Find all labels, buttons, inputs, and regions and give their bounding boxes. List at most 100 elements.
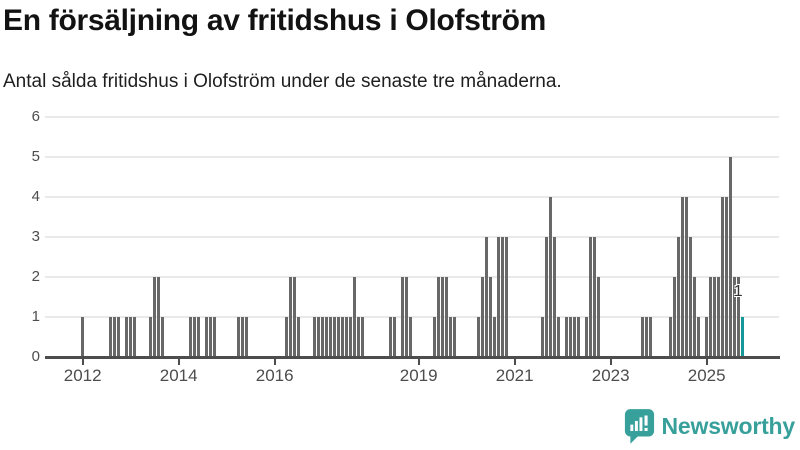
bar xyxy=(313,317,316,357)
bar xyxy=(505,237,508,357)
x-tick-mark xyxy=(705,357,708,365)
bar xyxy=(577,317,580,357)
bar xyxy=(449,317,452,357)
bar xyxy=(237,317,240,357)
bar xyxy=(117,317,120,357)
newsworthy-wordmark: Newsworthy xyxy=(661,412,796,439)
bar xyxy=(553,237,556,357)
bar xyxy=(641,317,644,357)
bar xyxy=(317,317,320,357)
x-tick-mark xyxy=(177,357,180,365)
bar xyxy=(445,277,448,357)
bar xyxy=(197,317,200,357)
bar xyxy=(81,317,84,357)
bar xyxy=(437,277,440,357)
x-tick-mark xyxy=(273,357,276,365)
bar xyxy=(733,277,736,357)
x-tick-label: 2021 xyxy=(495,366,534,385)
bar xyxy=(573,317,576,357)
bar xyxy=(593,237,596,357)
y-gridline xyxy=(45,276,779,278)
bar xyxy=(153,277,156,357)
bar xyxy=(689,237,692,357)
bar xyxy=(585,317,588,357)
bar xyxy=(293,277,296,357)
y-tick-label: 6 xyxy=(31,108,40,125)
bar xyxy=(709,277,712,357)
y-gridline xyxy=(45,236,779,238)
bar xyxy=(441,277,444,357)
y-tick-label: 5 xyxy=(31,148,40,165)
bar xyxy=(725,197,728,357)
bar xyxy=(493,317,496,357)
bar xyxy=(729,157,732,357)
y-tick-label: 3 xyxy=(31,228,40,245)
bar xyxy=(597,277,600,357)
bar xyxy=(297,317,300,357)
bar xyxy=(501,237,504,357)
bar xyxy=(713,277,716,357)
bar xyxy=(717,277,720,357)
bar xyxy=(129,317,132,357)
bar xyxy=(361,317,364,357)
bar xyxy=(205,317,208,357)
y-tick-label: 4 xyxy=(31,188,40,205)
bar xyxy=(693,277,696,357)
bar xyxy=(337,317,340,357)
newsworthy-icon xyxy=(624,408,655,444)
bar xyxy=(565,317,568,357)
bar xyxy=(389,317,392,357)
bar xyxy=(109,317,112,357)
bar xyxy=(405,277,408,357)
bar xyxy=(557,317,560,357)
y-tick-label: 1 xyxy=(31,308,40,325)
bar xyxy=(189,317,192,357)
y-gridline xyxy=(45,156,779,158)
bar xyxy=(329,317,332,357)
highlight-bar xyxy=(741,317,744,357)
bar xyxy=(545,237,548,357)
bar xyxy=(341,317,344,357)
bar xyxy=(697,317,700,357)
chart-title: En försäljning av fritidshus i Olofström xyxy=(3,4,547,37)
bar xyxy=(285,317,288,357)
x-tick-label: 2025 xyxy=(687,366,726,385)
bar xyxy=(497,237,500,357)
bar xyxy=(349,317,352,357)
bar xyxy=(541,317,544,357)
bar xyxy=(333,317,336,357)
bar xyxy=(481,277,484,357)
x-tick-mark xyxy=(609,357,612,365)
bar xyxy=(213,317,216,357)
bar xyxy=(393,317,396,357)
bar xyxy=(589,237,592,357)
bar xyxy=(569,317,572,357)
bar xyxy=(409,317,412,357)
bar xyxy=(133,317,136,357)
bar xyxy=(113,317,116,357)
bar xyxy=(149,317,152,357)
bar xyxy=(353,277,356,357)
bar xyxy=(477,317,480,357)
bar xyxy=(325,317,328,357)
bar xyxy=(157,277,160,357)
bar xyxy=(645,317,648,357)
y-tick-label: 2 xyxy=(31,268,40,285)
bar xyxy=(209,317,212,357)
bar xyxy=(321,317,324,357)
x-tick-mark xyxy=(81,357,84,365)
bar xyxy=(669,317,672,357)
bar xyxy=(721,197,724,357)
bar xyxy=(649,317,652,357)
bar xyxy=(737,277,740,357)
y-tick-label: 0 xyxy=(31,348,40,365)
bar xyxy=(345,317,348,357)
newsworthy-logo[interactable]: Newsworthy xyxy=(624,408,795,444)
bar xyxy=(485,237,488,357)
x-tick-label: 2016 xyxy=(255,366,294,385)
x-tick-mark xyxy=(513,357,516,365)
x-tick-mark xyxy=(417,357,420,365)
bar xyxy=(357,317,360,357)
y-gridline xyxy=(45,196,779,198)
